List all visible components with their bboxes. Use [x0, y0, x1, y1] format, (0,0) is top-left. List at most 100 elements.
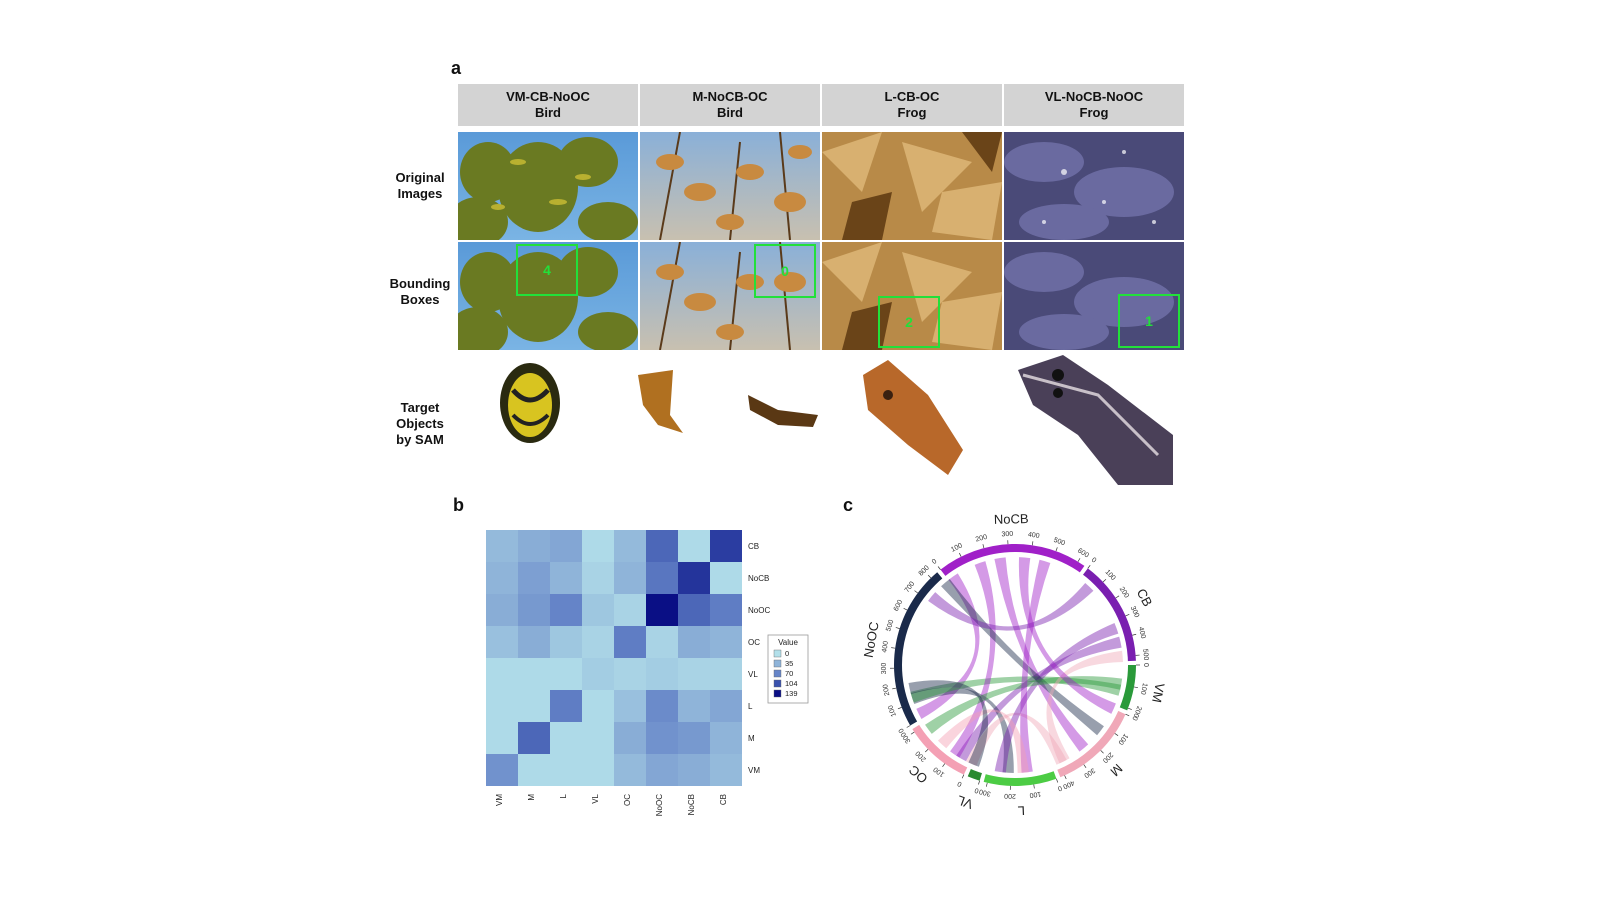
chord-tick	[1055, 547, 1058, 552]
heatmap-cell	[518, 690, 550, 722]
heatmap-cell	[678, 562, 710, 594]
chord-sector-label: L	[1017, 803, 1025, 815]
heatmap-cell	[550, 690, 582, 722]
heatmap-legend-value: 35	[785, 659, 793, 668]
chord-tick-label: 400	[1062, 779, 1076, 790]
chord-tick	[1031, 541, 1034, 546]
column-header-line2: Bird	[535, 105, 561, 120]
heatmap-cell	[710, 658, 742, 690]
heatmap-cell	[550, 626, 582, 658]
heatmap-legend-value: 139	[785, 689, 798, 698]
chord-tick	[1114, 733, 1119, 736]
chord-ribbon	[908, 680, 989, 767]
heatmap-cell	[614, 562, 646, 594]
chord-tick-label: 0	[1142, 663, 1149, 667]
chord-ribbon	[994, 622, 1119, 773]
heatmap-cell	[614, 690, 646, 722]
chord-tick-label: 200	[975, 534, 988, 544]
heatmap-cell	[486, 722, 518, 754]
chord-tick-label: 100	[1139, 682, 1148, 695]
chord-tick	[942, 763, 946, 768]
chord-tick	[891, 647, 896, 649]
row-label-line: Images	[397, 186, 443, 201]
chord-tick-label: 400	[881, 640, 890, 653]
heatmap-cell	[646, 658, 678, 690]
chord-tick	[1125, 713, 1130, 717]
bbox-number: 2	[905, 314, 913, 330]
chord-sector-label: VM	[1149, 682, 1167, 704]
heatmap-cell	[710, 626, 742, 658]
column-header-line1: VL-NoCB-NoOC	[1044, 89, 1144, 104]
chord-tick-label: 100	[1116, 732, 1128, 746]
heatmap-cell	[710, 722, 742, 754]
heatmap-cell	[486, 626, 518, 658]
heatmap-cell	[710, 562, 742, 594]
heatmap-cell	[614, 530, 646, 562]
chord-tick	[961, 774, 965, 779]
chord-tick	[1083, 764, 1087, 769]
row-label-line: Target	[400, 400, 440, 415]
chord-tick-label: 100	[1029, 790, 1042, 799]
chord-tick	[1056, 778, 1059, 783]
heatmap-row-label: OC	[748, 638, 760, 647]
chord-tick	[959, 552, 962, 557]
panel-label-c: c	[843, 495, 854, 515]
chord-tick-label: 700	[904, 580, 917, 594]
chord-ribbon	[910, 687, 1014, 773]
chord-tick-label: 0	[898, 727, 906, 734]
heatmap-col-label: VL	[591, 793, 600, 803]
chord-tick	[1102, 579, 1107, 583]
heatmap-col-label: NoOC	[655, 794, 664, 816]
chord-tick-label: 0	[1090, 557, 1097, 565]
chord-tick	[897, 707, 902, 710]
heatmap-cell	[614, 626, 646, 658]
row-label-line: Original	[395, 170, 445, 185]
chord-ribbon	[928, 582, 1094, 631]
chord-tick-label: 0	[931, 558, 938, 566]
column-header: L-CB-OC Frog	[822, 84, 1002, 126]
column-header-line2: Bird	[717, 105, 743, 120]
heatmap-row-label: NoCB	[748, 574, 769, 583]
column-header-line2: Frog	[897, 105, 927, 120]
target-frog-dark	[1018, 355, 1173, 485]
chord-tick-label: 500	[885, 619, 895, 632]
heatmap-cell	[550, 594, 582, 626]
heatmap-cell	[550, 658, 582, 690]
chord-tick	[982, 544, 985, 549]
heatmap-legend-swatch	[773, 679, 782, 688]
heatmap-row-label: M	[748, 734, 755, 743]
chord-tick	[1033, 784, 1035, 789]
chord-ribbon	[937, 709, 1029, 773]
target-leaf-1	[638, 370, 683, 433]
bbox-number: 4	[543, 262, 551, 278]
chord-ribbon	[910, 676, 1122, 703]
heatmap-cell	[518, 754, 550, 786]
target-bird-yellow	[500, 363, 560, 443]
heatmap-cell	[646, 530, 678, 562]
heatmap-cell	[582, 722, 614, 754]
heatmap-cell	[582, 658, 614, 690]
chord-tick-label: 100	[887, 704, 898, 717]
heatmap-cell	[710, 690, 742, 722]
heatmap-cell	[582, 754, 614, 786]
heatmap-col-label: VM	[495, 794, 504, 806]
chord-tick	[914, 590, 918, 594]
target-objects	[500, 355, 1173, 485]
heatmap-col-label: OC	[623, 794, 632, 806]
chord-ribbon	[950, 561, 996, 758]
heatmap-row-label: NoOC	[748, 606, 770, 615]
heatmap-legend-swatch	[773, 649, 782, 658]
column-header-line2: Frog	[1079, 105, 1109, 120]
heatmap-col-label: NoCB	[687, 794, 696, 815]
chord-sector-arc	[983, 770, 1057, 786]
chord-tick-label: 0	[1057, 784, 1063, 792]
chord-tick-label: 0	[974, 786, 980, 794]
heatmap-row-label: VL	[748, 670, 758, 679]
heatmap-cell	[614, 594, 646, 626]
chord-tick-label: 300	[881, 662, 888, 674]
bbox-number: 1	[1145, 313, 1153, 329]
heatmap-cell	[486, 562, 518, 594]
row-label-bbox: Bounding Boxes	[380, 276, 460, 308]
bbox-image-bird-leaves: 0	[640, 242, 820, 350]
column-header-line1: L-CB-OC	[884, 89, 940, 104]
